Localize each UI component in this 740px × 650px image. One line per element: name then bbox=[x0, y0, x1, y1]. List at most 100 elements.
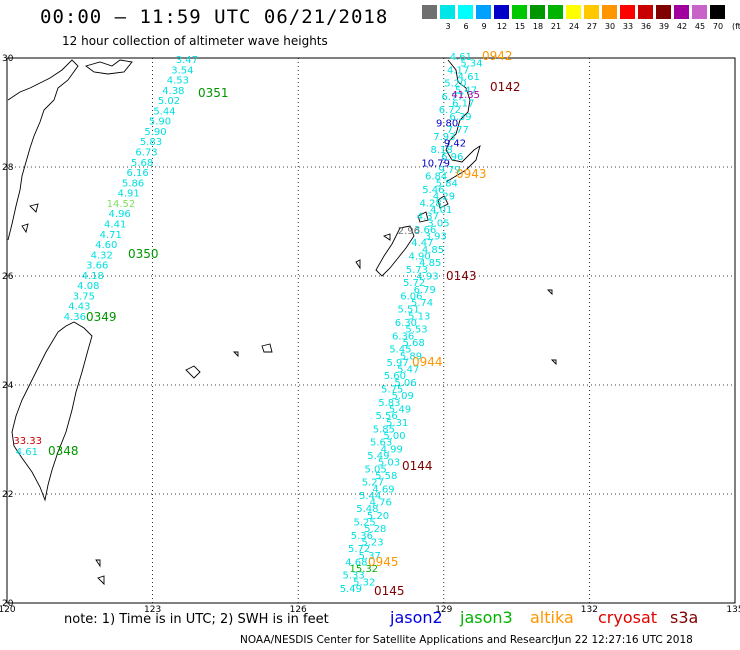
wave-height-value: 5.45 bbox=[389, 345, 411, 356]
latitude-label: 22 bbox=[2, 490, 13, 500]
pass-time-label: 0943 bbox=[456, 167, 487, 181]
wave-height-value: 4.47 bbox=[411, 238, 433, 249]
satellite-name: jason2 bbox=[390, 608, 443, 627]
legend-swatch bbox=[548, 5, 563, 19]
wave-height-value: 5.68 bbox=[403, 338, 425, 349]
wave-height-value: 5.37 bbox=[359, 551, 381, 562]
track-a-labels: 3.473.544.534.385.025.445.905.905.836.73… bbox=[13, 55, 198, 458]
legend-label: 3 bbox=[445, 22, 451, 31]
wave-height-value: 5.51 bbox=[397, 305, 419, 316]
wave-height-value: 8.18 bbox=[430, 145, 452, 156]
wave-height-value: 3.54 bbox=[171, 65, 193, 76]
okinawa-coastline bbox=[375, 225, 415, 277]
wave-height-value: 5.60 bbox=[384, 371, 406, 382]
legend-swatch bbox=[674, 5, 689, 19]
legend-swatch bbox=[512, 5, 527, 19]
wave-height-value: 6.72 bbox=[439, 105, 461, 116]
latitude-label: 24 bbox=[2, 381, 14, 391]
wave-height-value: 4.08 bbox=[77, 281, 99, 292]
wave-height-value: 5.09 bbox=[392, 391, 414, 402]
wave-height-value: 6.84 bbox=[425, 172, 447, 183]
wave-height-value: 4.32 bbox=[91, 250, 113, 261]
wave-height-value: 5.68 bbox=[131, 158, 153, 169]
wave-height-value: 15.32 bbox=[349, 564, 378, 575]
legend-label: 6 bbox=[463, 22, 469, 31]
wave-height-value: 5.03 bbox=[378, 458, 400, 469]
map-subtitle: 12 hour collection of altimeter wave hei… bbox=[62, 34, 328, 48]
wave-height-value: 5.83 bbox=[140, 137, 162, 148]
pass-time-label: 0349 bbox=[86, 310, 117, 324]
wave-height-value: 4.61 bbox=[458, 72, 480, 83]
pass-time-label: 0144 bbox=[402, 459, 433, 473]
wave-height-value: 9.80 bbox=[436, 119, 458, 130]
note-text: note: 1) Time is in UTC; 2) SWH is in fe… bbox=[64, 612, 329, 627]
credit-text: NOAA/NESDIS Center for Satellite Applica… bbox=[240, 634, 558, 646]
legend-swatch bbox=[584, 5, 599, 19]
legend-unit: (ft) bbox=[731, 22, 740, 31]
legend-label: 36 bbox=[640, 22, 652, 31]
legend-label: 33 bbox=[622, 22, 634, 31]
wave-height-value: 6.39 bbox=[449, 112, 471, 123]
pass-time-label: 0350 bbox=[128, 247, 159, 261]
wave-height-value: 5.44 bbox=[153, 106, 175, 117]
legend-label: 45 bbox=[694, 22, 706, 31]
wave-height-value: 5.74 bbox=[411, 298, 433, 309]
wave-height-value: 5.90 bbox=[144, 127, 166, 138]
wave-height-value: 5.34 bbox=[460, 59, 482, 70]
legend-swatch bbox=[602, 5, 617, 19]
wave-height-value: 5.58 bbox=[375, 471, 397, 482]
legend-swatch bbox=[710, 5, 725, 19]
wave-height-value: 5.27 bbox=[362, 478, 384, 489]
latitude-label: 30 bbox=[2, 54, 14, 64]
wave-height-value: 4.60 bbox=[95, 240, 117, 251]
legend-label: 42 bbox=[676, 22, 688, 31]
wave-height-value: 4.85 bbox=[419, 258, 441, 269]
wave-height-value: 4.71 bbox=[100, 230, 122, 241]
wave-height-value: 33.33 bbox=[13, 436, 42, 447]
latitude-label: 28 bbox=[2, 163, 14, 173]
wave-height-value: 5.85 bbox=[373, 424, 395, 435]
legend-label: 9 bbox=[481, 22, 487, 31]
wave-height-value: 3.66 bbox=[414, 225, 436, 236]
wave-height-value: 4.76 bbox=[370, 498, 392, 509]
wave-height-value: 5.83 bbox=[378, 398, 400, 409]
wave-height-value: 5.25 bbox=[353, 518, 375, 529]
wave-height-value: 5.31 bbox=[386, 418, 408, 429]
wave-height-value: 5.49 bbox=[340, 584, 362, 595]
wave-height-value: 5.53 bbox=[405, 325, 427, 336]
wave-height-value: 4.41 bbox=[104, 219, 126, 230]
longitude-label: 129 bbox=[435, 605, 452, 615]
longitude-label: 123 bbox=[144, 605, 161, 615]
wave-height-value: 5.23 bbox=[361, 537, 383, 548]
axis-labels: 120 123 126 129 132 135 30 28 26 24 22 20 bbox=[0, 54, 740, 615]
wave-height-value: 5.72 bbox=[348, 544, 370, 555]
wave-height-value: 5.48 bbox=[356, 504, 378, 515]
wave-height-value: 5.13 bbox=[408, 311, 430, 322]
longitude-label: 120 bbox=[0, 605, 16, 615]
wave-height-value: 4.28 bbox=[419, 198, 441, 209]
pass-time-label: 0142 bbox=[490, 80, 521, 94]
legend-label: 24 bbox=[568, 22, 580, 31]
satellite-name: jason3 bbox=[460, 608, 513, 627]
wave-height-value: 4.36 bbox=[64, 312, 86, 323]
wave-height-value: 9.79 bbox=[438, 165, 460, 176]
wave-height-value: 7.93 bbox=[433, 132, 455, 143]
wave-height-value: 5.20 bbox=[444, 79, 466, 90]
wave-height-value: 4.61 bbox=[16, 447, 38, 458]
wave-height-value: 3.66 bbox=[86, 261, 108, 272]
wave-height-value: 5.46 bbox=[422, 185, 444, 196]
satellite-name: altika bbox=[530, 608, 574, 627]
legend-label: 27 bbox=[586, 22, 598, 31]
wave-height-value: 6.73 bbox=[135, 148, 157, 159]
legend-swatch bbox=[620, 5, 635, 19]
legend-label: 15 bbox=[514, 22, 526, 31]
wave-height-value: 5.90 bbox=[149, 117, 171, 128]
pass-time-label: 0942 bbox=[482, 49, 513, 63]
wave-height-value: 5.84 bbox=[436, 178, 458, 189]
wave-height-value: 4.17 bbox=[447, 65, 469, 76]
wave-height-value: 7.77 bbox=[447, 125, 469, 136]
wave-height-value: 5.28 bbox=[364, 524, 386, 535]
pass-time-label: 0944 bbox=[412, 355, 443, 369]
wave-height-value: 4.96 bbox=[109, 209, 131, 220]
